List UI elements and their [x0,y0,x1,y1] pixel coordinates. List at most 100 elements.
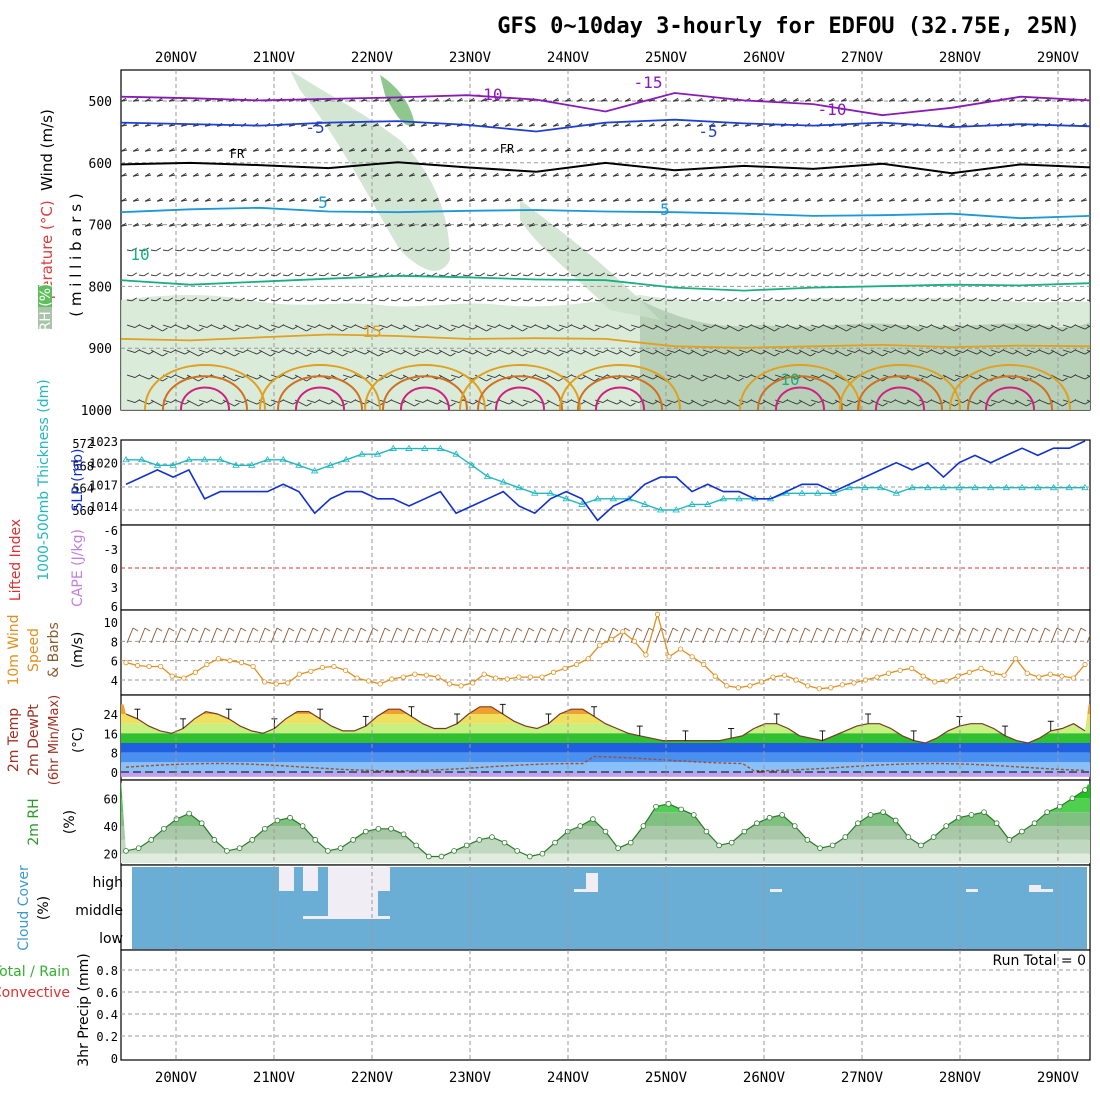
wind-barb [882,399,892,403]
wind-barb-flag [852,147,859,152]
wind-barb-flag [167,297,174,302]
wind-barb-flag [1080,197,1087,202]
wind-barb [294,274,300,277]
surface-barb [834,627,842,644]
wind-barb [870,299,876,302]
rh-marker [665,801,672,807]
wind-barb-flag [121,122,127,127]
wind-barb-flag [456,97,463,102]
surface-barb-flag [300,627,307,632]
thickness-marker [1081,483,1089,491]
wind-marker [978,665,984,672]
wind-barb [318,324,330,330]
wind-barb-flag [864,197,871,202]
wind-barb [786,249,792,252]
wind-barb-flag [558,377,564,382]
wind-barb-flag [846,327,852,332]
thickness-marker [232,461,240,468]
wind-barb [726,349,739,357]
wind-barb-flag [708,172,715,177]
wind-barb [750,349,762,355]
wind-barb-flag [372,197,379,202]
surface-barb [534,627,542,644]
wind-barb-flag [148,400,155,405]
wind-barb-flag [882,402,888,407]
total-rain-label: Total / Rain [0,964,70,980]
wind-barb [162,249,168,252]
thickness-marker [546,489,555,496]
wind-barb [618,249,624,252]
surface-barb [894,627,902,644]
warm-arc [400,386,450,410]
wind-barb-flag [300,197,307,202]
wind-barb-flag [504,122,511,127]
thickness-marker [971,483,979,491]
wind-barb [882,349,892,353]
wind-barb-flag [948,147,955,152]
wind-barb-flag [467,247,474,252]
wind-barb-flag [851,247,858,252]
wind-barb-flag [270,352,276,357]
wind-barb-flag [587,297,594,302]
contour-label: 10 [780,370,799,389]
wind-barb-flag [912,97,919,102]
wind-barb [798,249,804,252]
wind-barb [906,399,919,407]
wind-barb-flag [348,122,355,127]
wind-barb-flag [467,297,474,302]
wind-barb-flag [132,97,139,102]
wind-barb-flag [456,197,463,202]
thickness-marker [829,489,838,496]
surface-barb [450,627,458,644]
wind-barb [402,299,408,302]
wind-barb [342,399,352,403]
surface-barb [126,627,134,644]
wind-barb-flag [900,222,907,227]
wind-marker [909,665,915,672]
wind-barb [546,399,559,407]
wind-barb-flag [1008,222,1015,227]
wind-barb [882,299,888,302]
wind-barb-flag [732,147,739,152]
wind-barb [858,274,864,277]
wind-barb-flag [1019,272,1026,277]
wind-barb-flag [630,352,636,357]
wind-barb-flag [708,122,715,127]
wind-barb-flag [264,172,271,177]
wind-barb-flag [1026,327,1032,332]
wind-barb-flag [216,147,223,152]
cloud-axis-label: Cloud Cover [16,865,32,951]
wind-barb [606,399,618,405]
date-label-top: 27NOV [841,50,884,66]
wind-barb [294,299,300,302]
wind-marker [862,677,869,683]
wind-marker [527,674,533,680]
wind-barb [270,249,276,252]
wind-barb-flag [552,97,559,102]
wind-barb-flag [564,122,571,127]
surface-barb-flag [324,627,331,632]
wind-barb-flag [996,172,1003,177]
wind-barb [498,399,510,405]
thickness-marker [1018,483,1026,491]
wind-barb-flag [148,325,155,330]
wind10m-speed-label: Speed [26,628,42,672]
wind-barb-flag [767,297,774,302]
surface-barb-flag [348,627,355,632]
wind-barb [150,299,156,302]
date-label-bottom: 20NOV [155,1070,198,1086]
cape-axis-label: CAPE (J/kg) [70,529,86,607]
wind-barb-flag [612,222,619,227]
wind-barb-flag [828,197,835,202]
thickness-marker [703,500,712,507]
wind-barb-flag [774,352,780,357]
wind-barb-flag [228,147,235,152]
wind-barb-flag [227,272,234,277]
wind-barb [786,399,798,405]
wind-barb-flag [335,247,342,252]
wind-barb [726,274,732,277]
cloud-gap [1029,885,1041,892]
wind-marker [585,656,591,662]
surface-barb [1038,627,1046,644]
